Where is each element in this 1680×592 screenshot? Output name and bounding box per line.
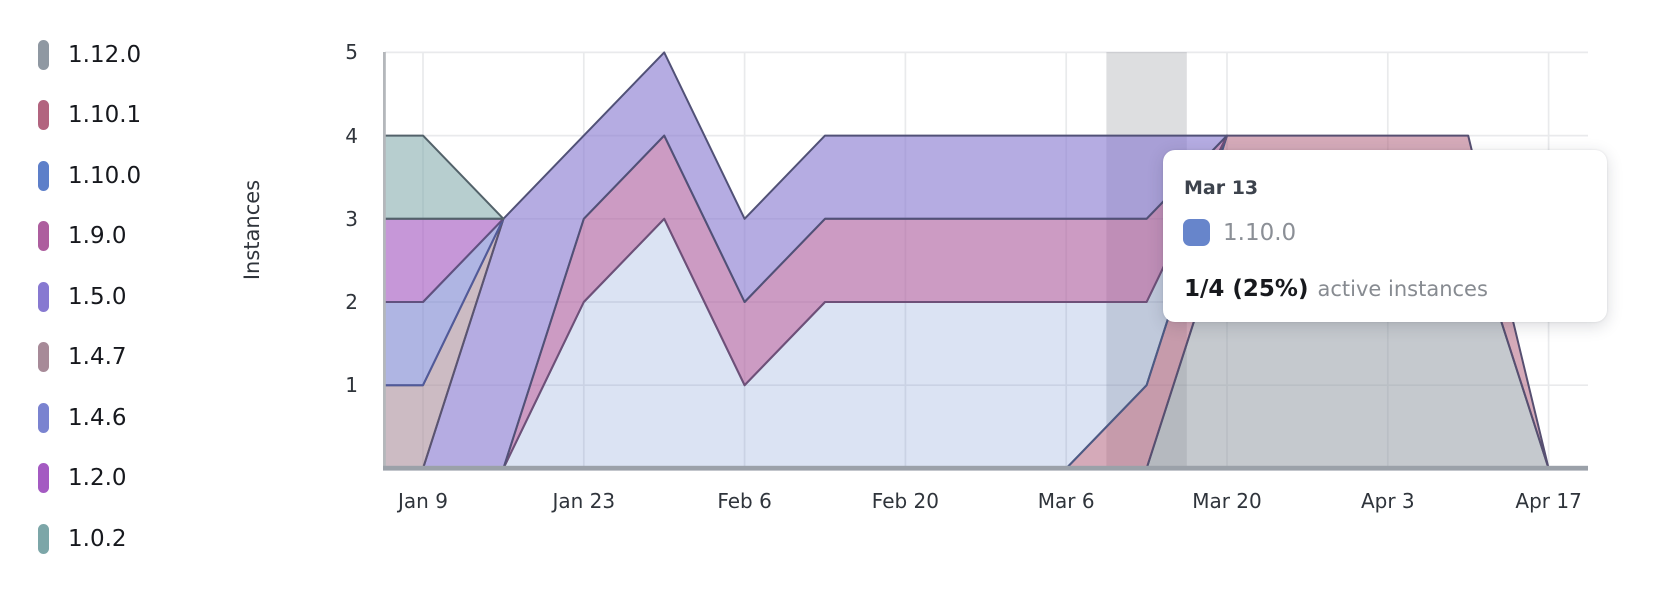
area-1.0.2[interactable]	[343, 134, 505, 220]
legend-label: 1.10.0	[68, 162, 142, 189]
legend-swatch-icon	[38, 342, 49, 372]
tooltip-value-suffix: active instances	[1317, 277, 1488, 301]
tooltip-date: Mar 13	[1184, 177, 1259, 199]
x-axis-tick-label: Mar 20	[1192, 489, 1262, 513]
tooltip-value: 1/4 (25%)	[1184, 276, 1309, 302]
y-axis-tick-label: 1	[345, 373, 358, 398]
legend-item-1.9.0[interactable]: 1.9.0	[38, 220, 127, 252]
x-axis-tick-label: Jan 9	[398, 489, 448, 513]
legend-swatch-icon	[38, 39, 49, 70]
y-axis-tick-label: 3	[345, 206, 358, 231]
y-axis-tick-label: 2	[345, 290, 358, 314]
legend-label: 1.4.6	[68, 404, 127, 431]
x-axis-tick-label: Feb 6	[717, 489, 772, 513]
legend-swatch-icon	[38, 281, 49, 312]
y-axis-tick-label: 5	[345, 40, 358, 65]
legend-item-1.5.0[interactable]: 1.5.0	[38, 281, 127, 313]
legend-item-1.12.0[interactable]: 1.12.0	[38, 39, 141, 71]
legend-swatch-icon	[38, 221, 49, 251]
x-axis-tick-label: Apr 17	[1515, 489, 1582, 513]
legend-label: 1.10.1	[68, 102, 142, 128]
tooltip-value-row: 1/4 (25%) active instances	[1184, 276, 1488, 302]
chart-legend: 1.12.0 1.10.1 1.10.0 1.9.0 1.5.0 1.4.7 1.4.6 1.…	[0, 0, 230, 592]
tooltip-series-label: 1.10.0	[1223, 219, 1297, 246]
legend-label: 1.2.0	[68, 465, 127, 491]
legend-swatch-icon	[38, 402, 49, 433]
legend-label: 1.12.0	[68, 41, 142, 68]
legend-label: 1.0.2	[68, 525, 127, 552]
area-1.5.0[interactable]	[422, 51, 1228, 470]
x-axis-line	[383, 465, 1588, 471]
tooltip-series-row: 1.10.0	[1183, 219, 1296, 246]
legend-swatch-icon	[38, 160, 49, 191]
x-axis-tick-label: Feb 20	[871, 489, 939, 513]
legend-swatch-icon	[38, 463, 49, 493]
y-axis-tick-label: 4	[345, 123, 358, 148]
legend-label: 1.9.0	[68, 223, 127, 249]
legend-item-1.4.6[interactable]: 1.4.6	[38, 402, 127, 434]
tooltip-series-swatch-icon	[1183, 219, 1210, 246]
legend-label: 1.4.7	[68, 344, 127, 370]
x-axis-tick-label: Mar 6	[1037, 489, 1095, 513]
legend-swatch-icon	[38, 523, 49, 554]
chart-tooltip: Mar 13 1.10.0 1/4 (25%) active instances	[1163, 150, 1607, 322]
y-axis-line	[383, 52, 386, 471]
legend-item-1.10.1[interactable]: 1.10.1	[38, 99, 141, 131]
legend-item-1.10.0[interactable]: 1.10.0	[38, 160, 141, 192]
x-axis-tick-label: Apr 3	[1360, 489, 1415, 513]
x-axis-tick-label: Jan 23	[552, 489, 616, 513]
legend-item-1.0.2[interactable]: 1.0.2	[38, 523, 127, 555]
legend-swatch-icon	[38, 100, 49, 130]
legend-label: 1.5.0	[68, 283, 127, 310]
legend-item-1.2.0[interactable]: 1.2.0	[38, 462, 127, 494]
legend-item-1.4.7[interactable]: 1.4.7	[38, 341, 127, 373]
